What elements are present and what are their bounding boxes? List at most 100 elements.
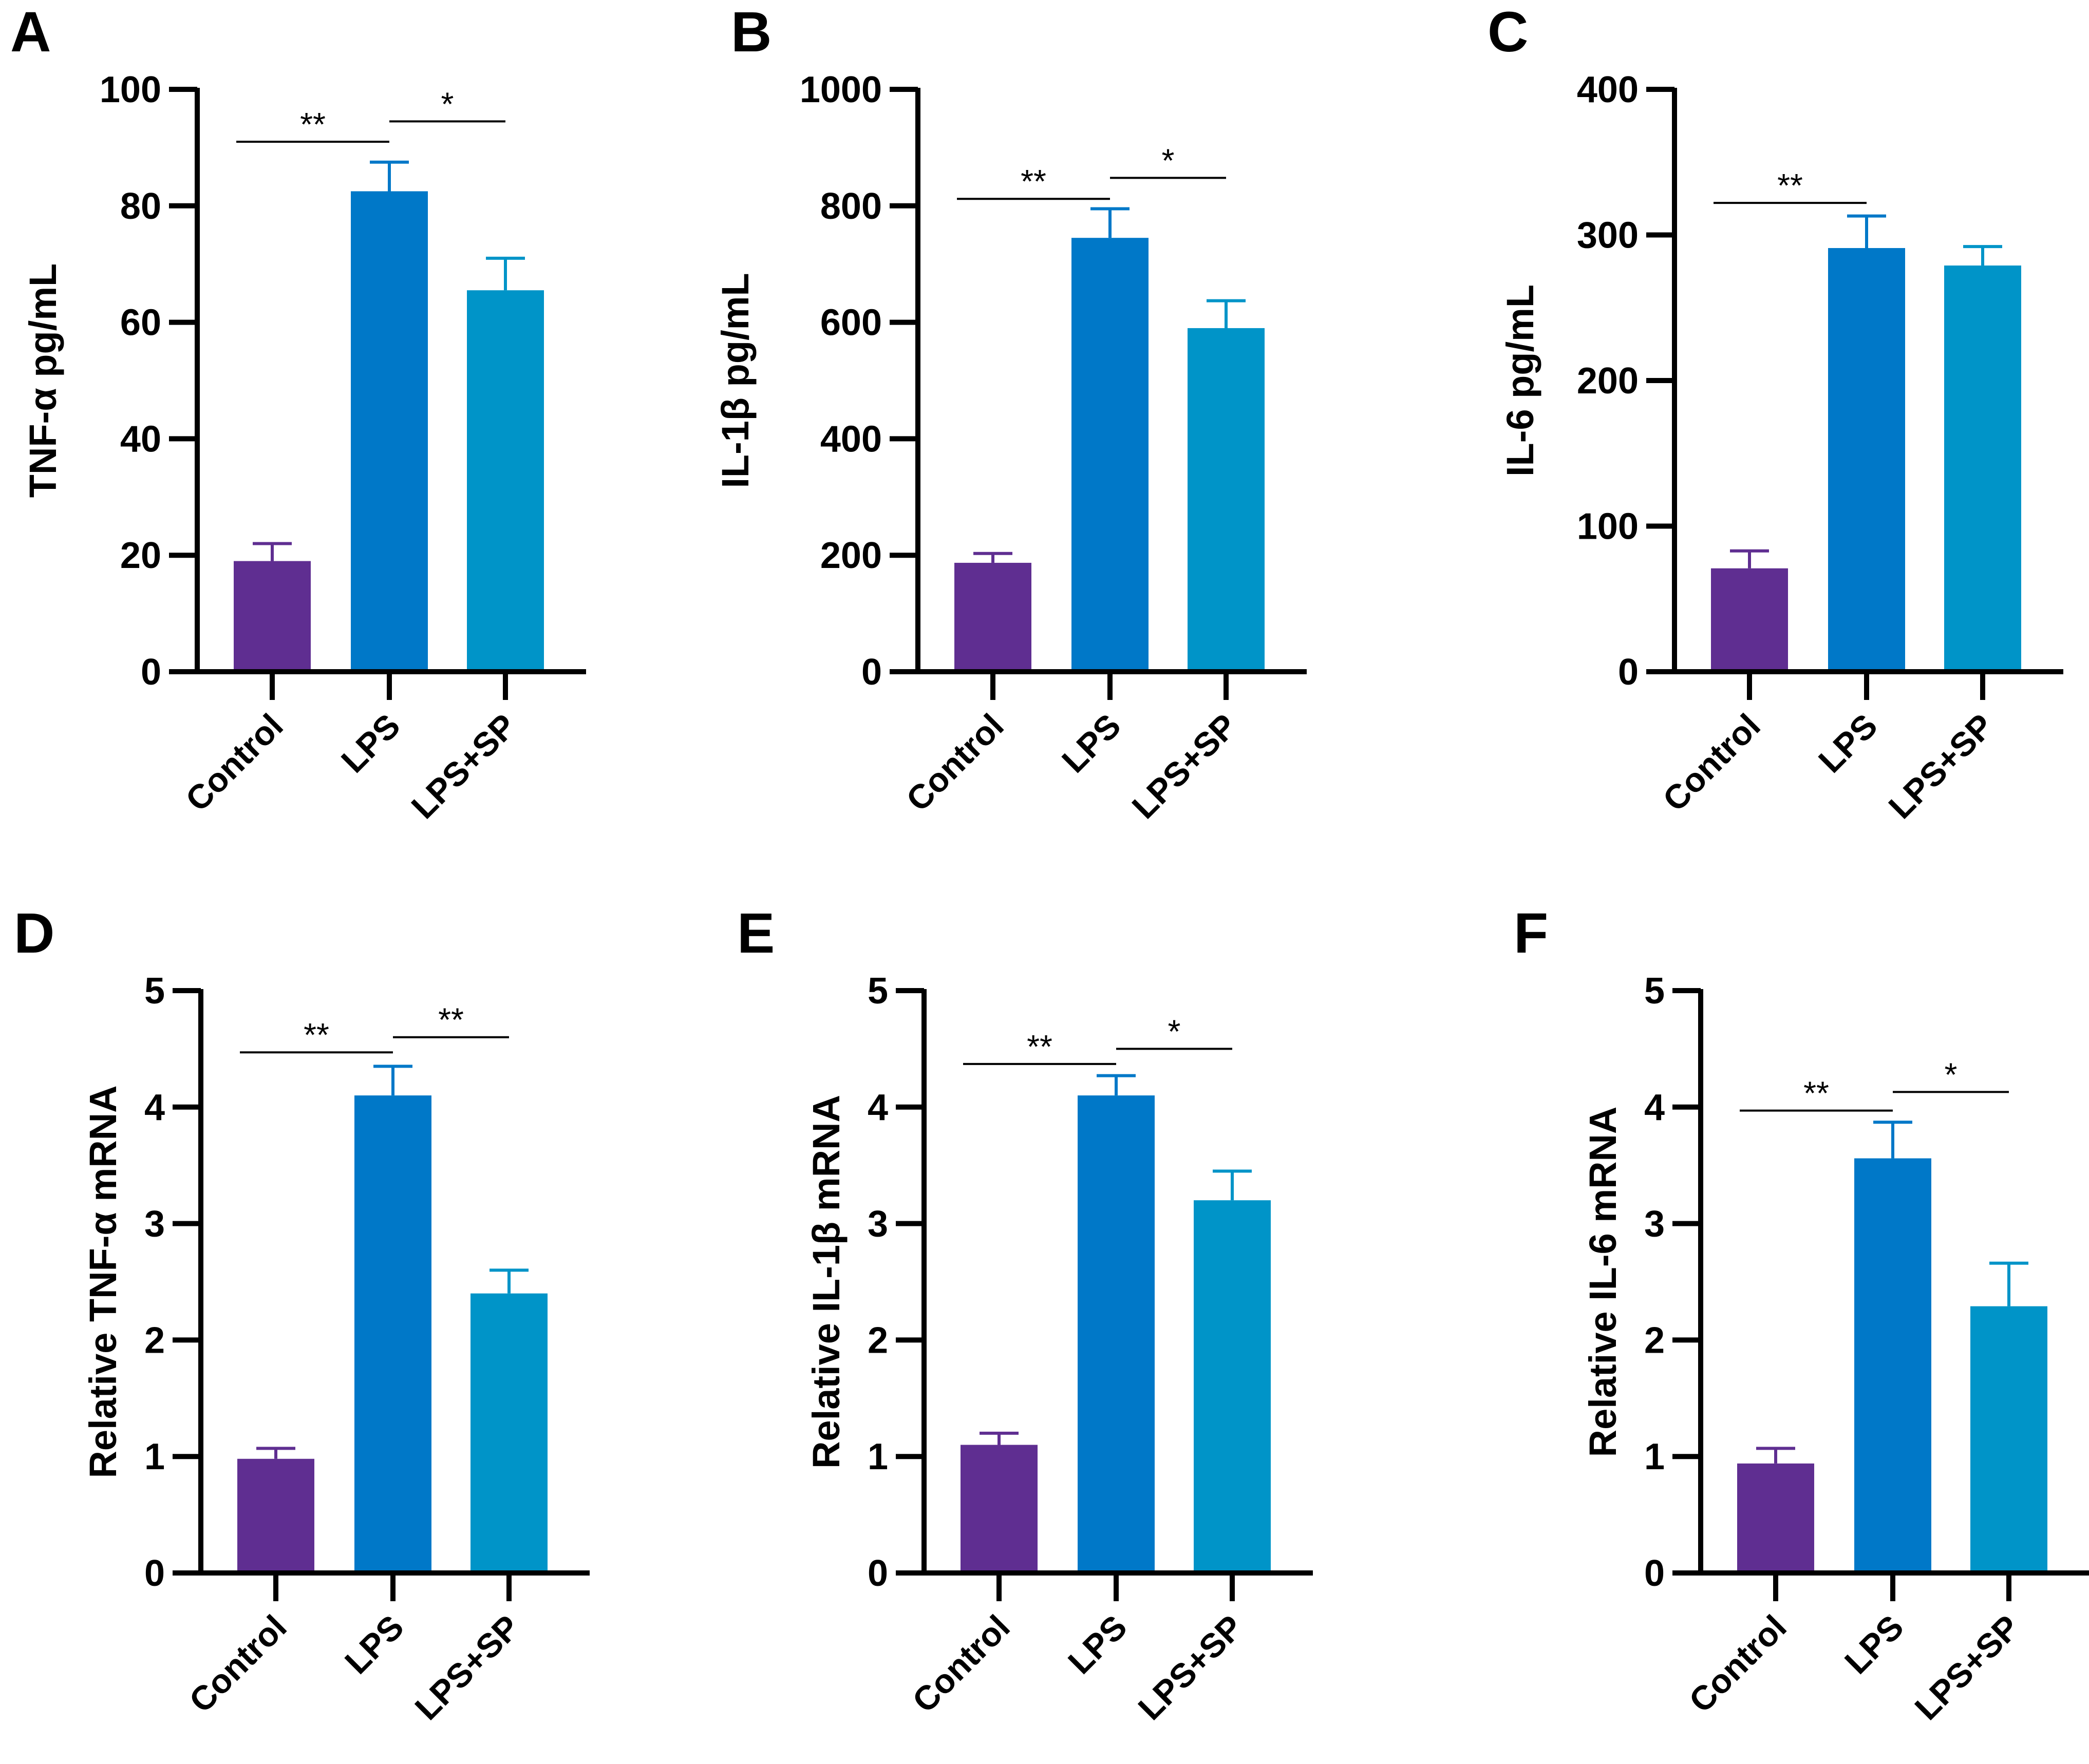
y-tick-label: 3	[1644, 1204, 1665, 1245]
x-tick-label: LPS	[1061, 1608, 1134, 1681]
y-tick-label: 0	[1644, 1553, 1665, 1594]
y-tick-label: 0	[1618, 652, 1639, 693]
bar-control	[1711, 568, 1788, 672]
x-tick-label: LPS	[1837, 1608, 1911, 1681]
y-tick-label: 200	[1577, 361, 1639, 402]
y-tick-label: 2	[868, 1320, 888, 1361]
panel-letter: C	[1488, 1, 1528, 64]
y-axis-title: Relative TNF-α mRNA	[82, 1085, 124, 1478]
significance-label: **	[1803, 1075, 1829, 1112]
significance-label: *	[1168, 1013, 1181, 1050]
y-tick-label: 5	[144, 971, 165, 1012]
x-tick-label: LPS	[1811, 707, 1885, 780]
x-tick-label: LPS	[1055, 707, 1128, 780]
y-tick-label: 400	[820, 419, 882, 460]
x-tick-label: LPS+SP	[1907, 1608, 2027, 1728]
y-tick-label: 0	[868, 1553, 888, 1594]
y-tick-label: 20	[120, 535, 161, 576]
y-tick-label: 4	[1644, 1087, 1665, 1128]
y-tick-label: 200	[820, 535, 882, 576]
panel-f: F 0 1 2 3 4 5 Relative IL-6 mRNA Control LPSLPS+S…	[1514, 902, 2089, 1727]
y-tick-label: 100	[1577, 506, 1639, 547]
significance-label: **	[1027, 1028, 1052, 1065]
panel-d: D 0 1 2 3 4 5 Relative TNF-α mRNA Control LPSLPS+…	[14, 902, 590, 1727]
significance-label: *	[1945, 1056, 1958, 1093]
y-tick-label: 60	[120, 302, 161, 344]
significance-label: *	[1162, 142, 1175, 179]
significance-label: **	[438, 1001, 464, 1038]
x-tick-label: LPS	[334, 707, 407, 780]
bar-lps-sp	[471, 1293, 548, 1573]
y-tick-label: 600	[820, 302, 882, 344]
x-tick-label: Control	[178, 707, 290, 819]
bar-lps-sp	[1970, 1306, 2047, 1573]
bar-lps-sp	[1188, 328, 1265, 672]
x-tick-label: LPS+SP	[404, 707, 523, 826]
x-tick-label: Control	[905, 1608, 1017, 1720]
panel-b: B 0 200 400 600 800 1000 IL-1β pg/mL Control LPSL…	[714, 1, 1307, 826]
panel-letter: F	[1514, 902, 1548, 965]
y-tick-label: 4	[868, 1087, 888, 1128]
bar-control	[1737, 1463, 1814, 1573]
y-tick-label: 5	[868, 971, 888, 1012]
y-tick-label: 0	[141, 652, 161, 693]
x-tick-label: Control	[1655, 707, 1767, 819]
panel-c: C 0 100 200 300 400 IL-6 pg/mL Control LPSLPS+SP…	[1488, 1, 2063, 826]
y-tick-label: 4	[144, 1087, 165, 1128]
y-axis-title: IL-6 pg/mL	[1499, 284, 1541, 477]
x-tick-label: LPS+SP	[1881, 707, 2001, 826]
y-tick-label: 3	[868, 1204, 888, 1245]
bar-lps	[1854, 1158, 1931, 1573]
bar-lps	[1078, 1095, 1155, 1573]
y-tick-label: 1000	[800, 69, 882, 110]
y-tick-label: 0	[861, 652, 882, 693]
y-tick-label: 2	[144, 1320, 165, 1361]
x-tick-label: Control	[899, 707, 1011, 819]
significance-label: **	[304, 1016, 329, 1053]
y-tick-label: 5	[1644, 971, 1665, 1012]
y-tick-label: 40	[120, 419, 161, 460]
bar-control	[237, 1458, 314, 1573]
x-tick-label: LPS+SP	[1131, 1608, 1250, 1728]
bar-lps-sp	[1944, 265, 2021, 672]
y-tick-label: 300	[1577, 215, 1639, 256]
y-axis-title: Relative IL-6 mRNA	[1582, 1107, 1624, 1457]
significance-label: **	[1021, 163, 1046, 200]
panel-letter: D	[14, 902, 54, 965]
significance-label: *	[441, 85, 454, 122]
y-tick-label: 400	[1577, 69, 1639, 110]
y-tick-label: 3	[144, 1204, 165, 1245]
bar-control	[234, 561, 311, 672]
bar-lps-sp	[467, 290, 544, 672]
y-tick-label: 1	[1644, 1436, 1665, 1477]
y-axis-title: Relative IL-1β mRNA	[805, 1095, 848, 1469]
y-axis-title: TNF-α pg/mL	[22, 263, 64, 498]
panel-letter: E	[737, 902, 775, 965]
significance-label: **	[300, 106, 326, 143]
panel-letter: A	[10, 1, 51, 64]
panel-a: A 0 20 40 60 80 100 TNF-α pg/mL Control LPSLPS+SP…	[10, 1, 586, 826]
bar-lps	[1828, 248, 1905, 672]
y-tick-label: 80	[120, 186, 161, 227]
y-tick-label: 2	[1644, 1320, 1665, 1361]
bar-lps	[354, 1095, 431, 1573]
bar-control	[954, 562, 1031, 672]
bar-lps	[1071, 238, 1149, 672]
bar-control	[961, 1445, 1038, 1573]
x-tick-label: LPS	[337, 1608, 411, 1681]
panel-e: E 0 1 2 3 4 5 Relative IL-1β mRNA Control LPSLPS+…	[737, 902, 1313, 1727]
y-tick-label: 1	[144, 1436, 165, 1477]
y-tick-label: 0	[144, 1553, 165, 1594]
y-tick-label: 800	[820, 186, 882, 227]
x-tick-label: LPS+SP	[1124, 707, 1244, 826]
x-tick-label: Control	[182, 1608, 294, 1720]
significance-label: **	[1777, 167, 1803, 204]
y-axis-title: IL-1β pg/mL	[714, 273, 757, 488]
x-tick-label: LPS+SP	[407, 1608, 527, 1728]
y-tick-label: 1	[868, 1436, 888, 1477]
panel-letter: B	[731, 1, 771, 64]
x-tick-label: Control	[1682, 1608, 1794, 1720]
bar-lps-sp	[1194, 1200, 1271, 1573]
bar-lps	[351, 191, 428, 672]
